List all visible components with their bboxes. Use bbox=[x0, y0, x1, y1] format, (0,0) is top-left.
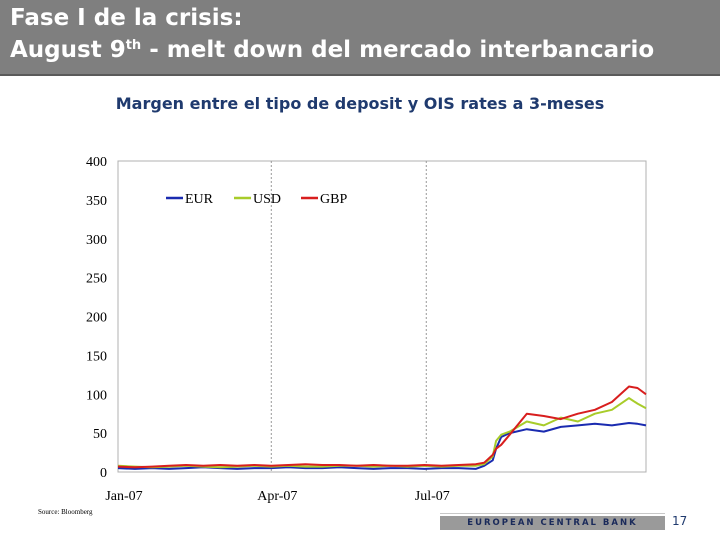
y-tick-label: 350 bbox=[86, 194, 107, 209]
x-tick-label: Apr-07 bbox=[257, 489, 297, 504]
y-tick-label: 400 bbox=[86, 155, 107, 170]
slide-title-line1: Fase I de la crisis: bbox=[10, 5, 243, 31]
chart-title: Margen entre el tipo de deposit y OIS ra… bbox=[115, 94, 605, 113]
x-tick-label: Jul-07 bbox=[415, 489, 450, 504]
title-line2-suffix: - melt down del mercado interbancario bbox=[141, 37, 655, 63]
x-axis-ticks: Jan-07 Apr-07 Jul-07 bbox=[105, 489, 449, 504]
plot-frame bbox=[117, 160, 647, 473]
title-line2-prefix: August 9 bbox=[10, 37, 126, 63]
y-axis-ticks: 0 50 100 150 200 250 300 350 400 bbox=[86, 155, 107, 481]
slide-header: Fase I de la crisis: August 9th - melt d… bbox=[0, 0, 720, 76]
footer-brand: EUROPEAN CENTRAL BANK bbox=[467, 518, 638, 528]
slide-title-line2: August 9th - melt down del mercado inter… bbox=[10, 37, 654, 63]
y-tick-label: 0 bbox=[100, 466, 107, 481]
series-lines bbox=[117, 385, 647, 470]
series-line-USD bbox=[117, 397, 647, 469]
y-tick-label: 200 bbox=[86, 311, 107, 326]
y-tick-label: 150 bbox=[86, 349, 107, 364]
series-line-EUR bbox=[117, 422, 647, 470]
footer-bar bbox=[440, 516, 665, 530]
x-tick-label: Jan-07 bbox=[105, 489, 142, 504]
y-tick-label: 100 bbox=[86, 388, 107, 403]
legend: EUR USD GBP bbox=[166, 192, 347, 207]
legend-label-GBP: GBP bbox=[320, 192, 347, 207]
legend-label-EUR: EUR bbox=[185, 192, 214, 207]
source-note: Source: Bloomberg bbox=[38, 508, 93, 516]
footer-divider bbox=[440, 513, 665, 514]
legend-label-USD: USD bbox=[253, 192, 281, 207]
page-number: 17 bbox=[672, 514, 688, 528]
title-line2-sup: th bbox=[125, 38, 142, 53]
y-tick-label: 50 bbox=[93, 427, 107, 442]
gridlines bbox=[270, 161, 427, 472]
y-tick-label: 250 bbox=[86, 272, 107, 287]
y-tick-label: 300 bbox=[86, 233, 107, 248]
series-line-GBP bbox=[117, 385, 647, 469]
plot-border bbox=[117, 160, 647, 473]
